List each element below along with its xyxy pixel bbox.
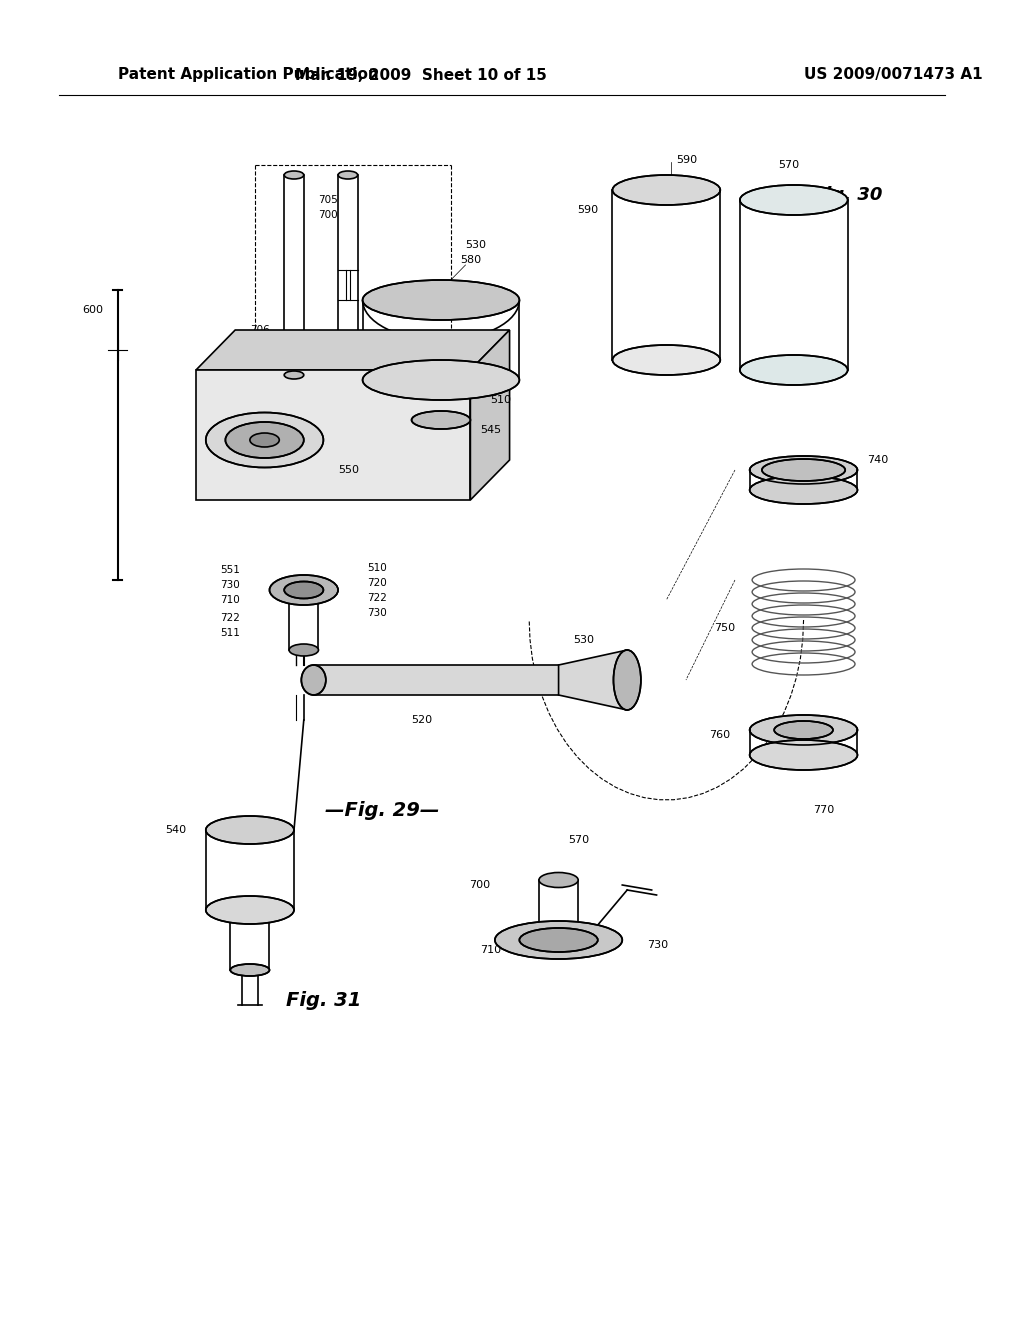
Ellipse shape: [206, 412, 324, 467]
Ellipse shape: [250, 433, 280, 447]
Text: 750: 750: [714, 623, 735, 634]
Text: 570: 570: [568, 836, 590, 845]
Ellipse shape: [362, 360, 519, 400]
Text: 540: 540: [165, 825, 186, 836]
Text: 706: 706: [250, 325, 269, 335]
Ellipse shape: [740, 355, 848, 385]
Ellipse shape: [612, 345, 720, 375]
Polygon shape: [196, 330, 510, 370]
Text: 722: 722: [220, 612, 240, 623]
Polygon shape: [470, 330, 510, 500]
Text: 510: 510: [368, 564, 387, 573]
Text: 580: 580: [461, 255, 481, 265]
Text: 510: 510: [489, 395, 511, 405]
Text: Patent Application Publication: Patent Application Publication: [118, 67, 378, 82]
Text: 550: 550: [338, 465, 359, 475]
Ellipse shape: [774, 721, 833, 739]
Text: 511: 511: [220, 628, 240, 638]
Text: Fig. 30: Fig. 30: [813, 186, 883, 205]
Ellipse shape: [495, 921, 623, 960]
Text: 530: 530: [573, 635, 594, 645]
Text: 770: 770: [813, 805, 835, 814]
Polygon shape: [558, 649, 627, 710]
Ellipse shape: [613, 649, 641, 710]
Text: 700: 700: [318, 210, 338, 220]
Ellipse shape: [539, 873, 579, 887]
Ellipse shape: [750, 741, 857, 770]
Ellipse shape: [519, 928, 598, 952]
Text: 760: 760: [709, 730, 730, 741]
Text: 705: 705: [318, 195, 338, 205]
Ellipse shape: [206, 816, 294, 843]
Polygon shape: [196, 370, 470, 500]
Text: 700: 700: [469, 880, 489, 890]
Ellipse shape: [338, 172, 357, 180]
Text: 730: 730: [647, 940, 668, 950]
Polygon shape: [313, 665, 579, 696]
Ellipse shape: [269, 576, 338, 605]
Text: 520: 520: [411, 715, 432, 725]
Ellipse shape: [412, 411, 470, 429]
Text: US 2009/0071473 A1: US 2009/0071473 A1: [804, 67, 982, 82]
Ellipse shape: [750, 477, 857, 504]
Text: 722: 722: [368, 593, 387, 603]
Ellipse shape: [301, 665, 326, 696]
Ellipse shape: [762, 459, 845, 480]
Text: 545: 545: [480, 425, 502, 436]
Ellipse shape: [750, 715, 857, 744]
Text: 710: 710: [220, 595, 240, 605]
Text: Mar. 19, 2009  Sheet 10 of 15: Mar. 19, 2009 Sheet 10 of 15: [296, 67, 547, 82]
Text: 570: 570: [778, 160, 800, 170]
Text: —Fig. 29—: —Fig. 29—: [325, 800, 439, 820]
Ellipse shape: [289, 644, 318, 656]
Text: 740: 740: [867, 455, 889, 465]
Text: 551: 551: [220, 565, 240, 576]
Text: 720: 720: [368, 578, 387, 587]
Text: 590: 590: [676, 154, 697, 165]
Ellipse shape: [740, 185, 848, 215]
Ellipse shape: [230, 964, 269, 975]
Ellipse shape: [285, 371, 304, 379]
Ellipse shape: [225, 422, 304, 458]
Text: 730: 730: [220, 579, 240, 590]
Text: 530: 530: [466, 240, 486, 249]
Text: 710: 710: [480, 945, 502, 954]
Text: 730: 730: [368, 609, 387, 618]
Text: 590: 590: [578, 205, 599, 215]
Ellipse shape: [362, 280, 519, 319]
Ellipse shape: [285, 172, 304, 180]
Text: 600: 600: [83, 305, 103, 315]
Ellipse shape: [285, 582, 324, 598]
Text: Fig. 31: Fig. 31: [286, 990, 361, 1010]
Ellipse shape: [750, 455, 857, 484]
Ellipse shape: [206, 896, 294, 924]
Ellipse shape: [612, 176, 720, 205]
